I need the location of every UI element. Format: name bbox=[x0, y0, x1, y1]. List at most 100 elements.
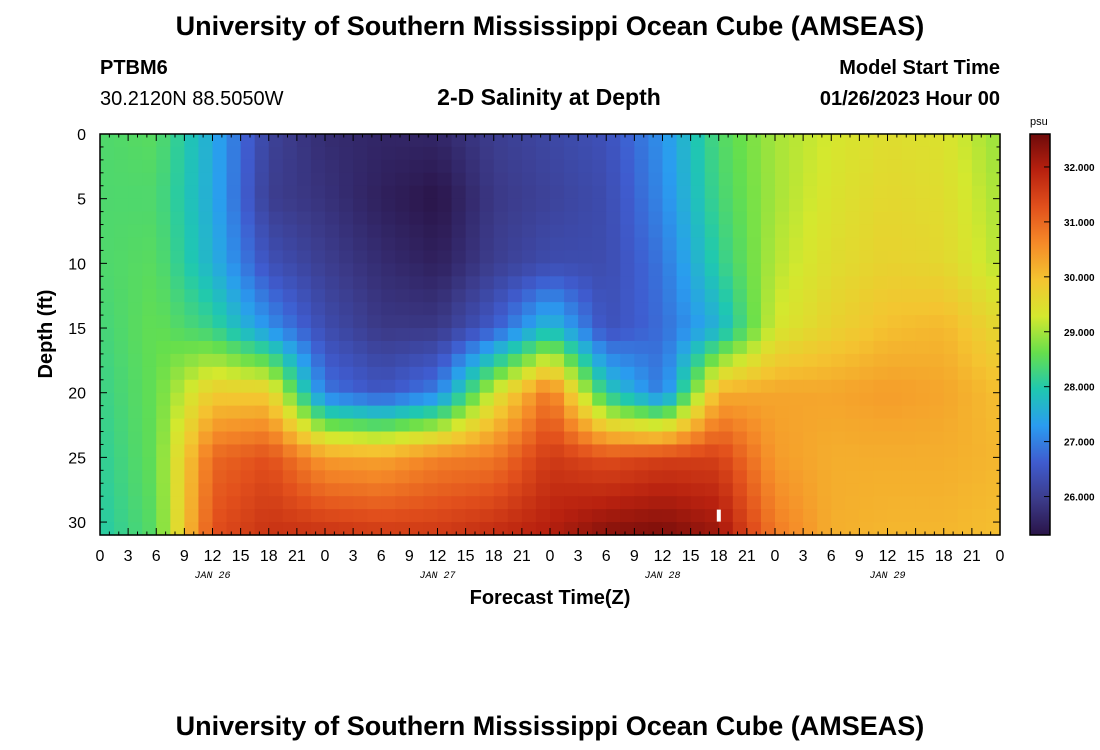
x-tick-label: 12 bbox=[204, 548, 222, 565]
heatmap-cell bbox=[775, 185, 790, 200]
heatmap-cell bbox=[381, 237, 396, 252]
heatmap-cell bbox=[507, 405, 523, 420]
heatmap-cell bbox=[915, 522, 931, 536]
heatmap-cell bbox=[676, 198, 692, 213]
heatmap-cell bbox=[578, 134, 593, 148]
heatmap-cell bbox=[859, 470, 875, 484]
heatmap-cell bbox=[662, 224, 678, 239]
heatmap-cell bbox=[240, 405, 256, 420]
heatmap-cell bbox=[634, 224, 650, 239]
heatmap-cell bbox=[240, 509, 256, 523]
heatmap-cell bbox=[268, 328, 284, 342]
heatmap-cell bbox=[859, 185, 875, 200]
heatmap-cell bbox=[184, 379, 200, 394]
heatmap-cell bbox=[775, 392, 790, 407]
heatmap-cell bbox=[915, 134, 931, 148]
heatmap-cell bbox=[339, 366, 354, 381]
heatmap-cell bbox=[521, 483, 537, 497]
heatmap-cell bbox=[845, 237, 860, 252]
heatmap-cell bbox=[803, 159, 818, 174]
heatmap-cell bbox=[634, 405, 650, 420]
heatmap-cell bbox=[282, 392, 298, 407]
heatmap-cell bbox=[339, 509, 354, 523]
heatmap-cell bbox=[760, 444, 776, 458]
heatmap-cell bbox=[296, 457, 312, 471]
heatmap-cell bbox=[789, 340, 804, 355]
heatmap-cell bbox=[957, 483, 973, 497]
heatmap-cell bbox=[423, 457, 439, 471]
heatmap-cell bbox=[887, 366, 903, 381]
heatmap-cell bbox=[254, 263, 270, 277]
heatmap-cell bbox=[282, 185, 298, 200]
heatmap-cell bbox=[268, 172, 284, 187]
heatmap-cell bbox=[817, 237, 832, 252]
heatmap-cell bbox=[156, 211, 171, 226]
heatmap-cell bbox=[957, 237, 973, 252]
heatmap-cell bbox=[873, 496, 889, 510]
heatmap-cell bbox=[817, 340, 832, 355]
heatmap-cell bbox=[367, 353, 382, 368]
heatmap-cell bbox=[282, 289, 298, 303]
heatmap-cell bbox=[535, 392, 551, 407]
heatmap-cell bbox=[282, 172, 298, 187]
heatmap-cell bbox=[760, 405, 776, 420]
heatmap-cell bbox=[128, 457, 143, 471]
heatmap-cell bbox=[507, 276, 523, 290]
heatmap-cell bbox=[296, 405, 312, 420]
heatmap-cell bbox=[282, 250, 298, 264]
heatmap-cell bbox=[310, 392, 326, 407]
heatmap-cell bbox=[803, 405, 818, 420]
heatmap-cell bbox=[156, 444, 171, 458]
heatmap-cell bbox=[339, 134, 354, 148]
heatmap-cell bbox=[957, 379, 973, 394]
heatmap-cell bbox=[817, 289, 832, 303]
heatmap-cell bbox=[465, 483, 481, 497]
heatmap-cell bbox=[789, 276, 804, 290]
heatmap-cell bbox=[578, 185, 593, 200]
heatmap-cell bbox=[915, 302, 931, 316]
heatmap-cell bbox=[606, 457, 621, 471]
heatmap-cell bbox=[100, 146, 115, 161]
heatmap-cell bbox=[957, 250, 973, 264]
heatmap-cell bbox=[479, 444, 495, 458]
heatmap-cell bbox=[662, 185, 678, 200]
heatmap-cell bbox=[760, 522, 776, 536]
heatmap-cell bbox=[395, 134, 410, 148]
heatmap-cell bbox=[226, 444, 242, 458]
heatmap-cell bbox=[732, 392, 748, 407]
heatmap-cell bbox=[128, 405, 143, 420]
heatmap-cell bbox=[479, 509, 495, 523]
heatmap-cell bbox=[240, 159, 256, 174]
heatmap-cell bbox=[198, 134, 214, 148]
heatmap-cell bbox=[184, 185, 200, 200]
heatmap-cell bbox=[198, 496, 214, 510]
heatmap-cell bbox=[493, 509, 509, 523]
heatmap-cell bbox=[718, 483, 734, 497]
heatmap-cell bbox=[971, 418, 987, 433]
heatmap-cell bbox=[845, 405, 860, 420]
heatmap-cell bbox=[732, 418, 748, 433]
heatmap-cell bbox=[507, 172, 523, 187]
heatmap-cell bbox=[114, 522, 129, 536]
heatmap-cell bbox=[887, 224, 903, 239]
heatmap-cell bbox=[409, 159, 425, 174]
heatmap-cell bbox=[718, 418, 734, 433]
heatmap-cell bbox=[493, 172, 509, 187]
colorbar-tick-label: 27.000 bbox=[1064, 438, 1095, 449]
heatmap-cell bbox=[873, 405, 889, 420]
heatmap-cell bbox=[859, 250, 875, 264]
heatmap-cell bbox=[184, 353, 200, 368]
heatmap-cell bbox=[606, 379, 621, 394]
heatmap-cell bbox=[648, 353, 664, 368]
heatmap-cell bbox=[114, 211, 129, 226]
heatmap-cell bbox=[690, 405, 706, 420]
heatmap-cell bbox=[775, 134, 790, 148]
heatmap-cell bbox=[521, 276, 537, 290]
heatmap-cell bbox=[240, 431, 256, 446]
heatmap-cell bbox=[254, 392, 270, 407]
heatmap-cell bbox=[550, 302, 565, 316]
heatmap-cell bbox=[676, 353, 692, 368]
heatmap-cell bbox=[212, 185, 228, 200]
heatmap-cell bbox=[212, 496, 228, 510]
